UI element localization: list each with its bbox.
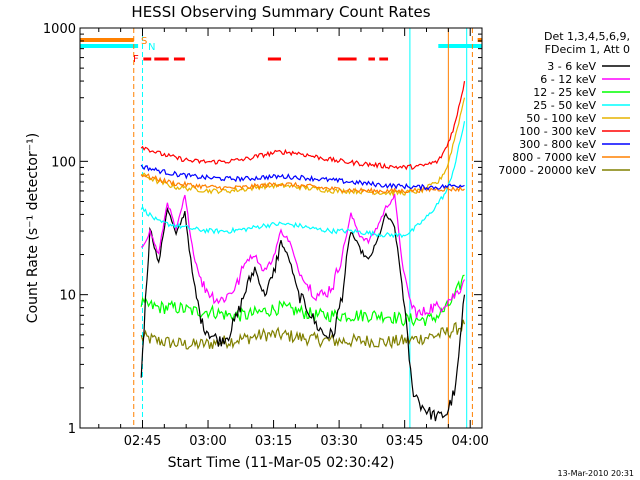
plot-frame	[79, 27, 483, 429]
legend-label: 6 - 12 keV	[540, 73, 596, 86]
legend-label: 25 - 50 keV	[533, 99, 596, 112]
series-line	[140, 173, 465, 196]
x-tick-label: 04:00	[451, 434, 488, 449]
legend-label: 800 - 7000 keV	[512, 151, 596, 164]
x-axis-label: Start Time (11-Mar-05 02:30:42)	[168, 455, 395, 471]
legend-label: 300 - 800 keV	[519, 138, 596, 151]
series-line	[140, 121, 466, 239]
series-layer	[140, 81, 466, 422]
flag-label-N: N	[148, 42, 155, 53]
y-axis: 1 10 100 1000	[43, 22, 482, 437]
legend-header: Det 1,3,4,5,6,9,	[544, 30, 630, 43]
series-line	[140, 319, 466, 351]
flag-label-S: S	[141, 36, 147, 47]
legend-label: 3 - 6 keV	[547, 60, 596, 73]
legend-label: 100 - 300 keV	[519, 125, 596, 138]
y-tick-label: 10	[59, 289, 76, 304]
x-axis: 02:45 03:00 03:15 03:30 03:45 04:00	[98, 28, 489, 449]
x-tick-label: 03:00	[189, 434, 226, 449]
series-line	[140, 81, 466, 171]
x-tick-label: 03:30	[320, 434, 357, 449]
flag-label-F: F	[133, 54, 139, 65]
footer-timestamp: 13-Mar-2010 20:31	[558, 469, 635, 478]
x-tick-label: 03:15	[255, 434, 292, 449]
legend-label: 12 - 25 keV	[533, 86, 596, 99]
legend-label: 50 - 100 keV	[526, 112, 596, 125]
flag-lines	[80, 38, 482, 61]
legend-header: FDecim 1, Att 0	[545, 43, 630, 56]
y-axis-label: Count Rate (s⁻¹ detector⁻¹)	[25, 133, 41, 323]
legend-label: 7000 - 20000 keV	[498, 164, 596, 177]
y-tick-label: 1000	[43, 22, 76, 37]
series-line	[140, 164, 465, 192]
chart-title: HESSI Observing Summary Count Rates	[131, 3, 430, 21]
y-tick-label: 100	[51, 155, 76, 170]
y-tick-label: 1	[68, 422, 76, 437]
series-line	[140, 274, 465, 327]
flag-labels: SNF	[133, 36, 155, 65]
x-tick-label: 02:45	[124, 434, 161, 449]
series-line	[140, 206, 466, 422]
series-line	[140, 97, 466, 197]
x-tick-label: 03:45	[386, 434, 423, 449]
series-line	[140, 193, 466, 319]
legend: Det 1,3,4,5,6,9,FDecim 1, Att 0 3 - 6 keV…	[498, 30, 630, 177]
